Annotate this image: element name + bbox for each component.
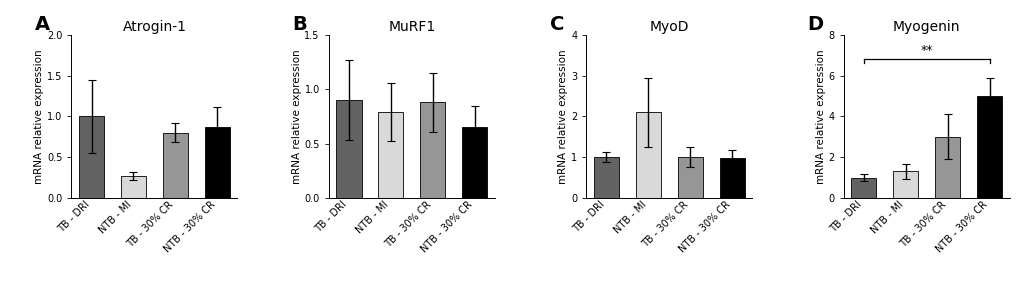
Text: **: ** [919,44,932,57]
Bar [677,157,702,198]
Bar [205,127,229,198]
Bar [851,178,875,198]
Bar [78,116,104,198]
Y-axis label: mRNA relative expression: mRNA relative expression [815,49,824,184]
Bar [934,137,959,198]
Y-axis label: mRNA relative expression: mRNA relative expression [557,49,568,184]
Bar [893,171,917,198]
Bar [420,102,445,198]
Bar [593,157,619,198]
Title: MuRF1: MuRF1 [388,20,435,34]
Bar [462,127,487,198]
Bar [378,112,404,198]
Title: Atrogin-1: Atrogin-1 [122,20,186,34]
Text: C: C [549,15,564,34]
Bar [336,100,361,198]
Title: Myogenin: Myogenin [892,20,960,34]
Bar [719,158,744,198]
Bar [163,133,187,198]
Text: B: B [292,15,307,34]
Y-axis label: mRNA relative expression: mRNA relative expression [35,49,44,184]
Title: MyoD: MyoD [649,20,689,34]
Y-axis label: mRNA relative expression: mRNA relative expression [291,49,302,184]
Bar [976,96,1002,198]
Text: D: D [806,15,822,34]
Text: A: A [35,15,50,34]
Bar [635,112,660,198]
Bar [121,176,146,198]
